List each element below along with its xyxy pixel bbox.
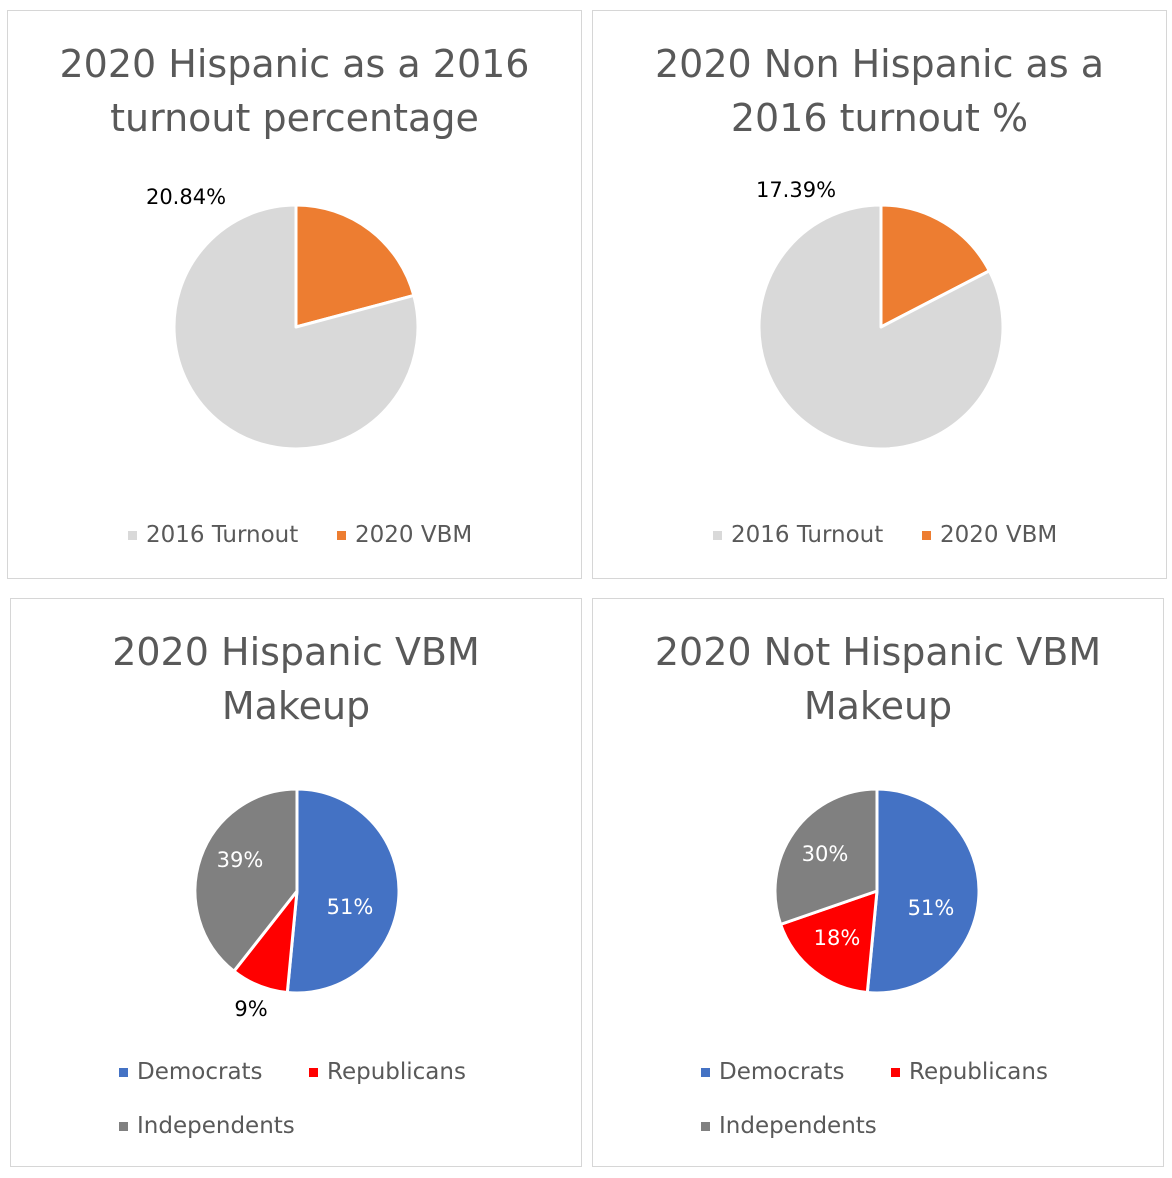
pie-slice-2016-turnout <box>757 203 1005 451</box>
legend-label: Republicans <box>327 1059 466 1085</box>
chart-title-line-2: turnout percentage <box>110 96 479 140</box>
pie-slice-2020-vbm <box>294 203 416 329</box>
pie-slice-independents <box>193 787 299 973</box>
chart-panel-hispanic-turnout: 2020 Hispanic as a 2016 turnout percenta… <box>7 10 582 579</box>
legend-swatch <box>337 530 346 540</box>
legend-label: 2016 Turnout <box>731 522 884 548</box>
legend-swatch <box>891 1067 900 1077</box>
data-label-2020-vbm: 20.84% <box>146 185 226 209</box>
pie-chart-non-hispanic-turnout: 17.39% <box>756 178 1005 451</box>
legend-swatch <box>701 1121 710 1131</box>
chart-title-line-2: Makeup <box>803 684 953 728</box>
legend-swatch <box>713 530 722 540</box>
legend-item-republicans: Republicans <box>309 1059 466 1085</box>
chart-title: 2020 Non Hispanic as a 2016 turnout % <box>593 37 1166 145</box>
legend-label: Independents <box>719 1113 877 1139</box>
chart-title: 2020 Hispanic VBM Makeup <box>11 625 581 733</box>
data-label-independents: 39% <box>217 848 264 872</box>
chart-panel-not-hispanic-vbm-makeup: 2020 Not Hispanic VBM Makeup 51% 18% 30% D… <box>592 598 1164 1167</box>
pie-chart-not-hispanic-vbm-makeup: 51% 18% 30% <box>773 787 981 995</box>
pie-slice-2020-vbm <box>879 203 991 329</box>
data-label-2020-vbm: 17.39% <box>756 178 836 202</box>
chart-panel-hispanic-vbm-makeup: 2020 Hispanic VBM Makeup 51% 9% 39% Democr… <box>10 598 582 1167</box>
data-label-democrats: 51% <box>327 895 374 919</box>
data-label-republicans: 9% <box>234 997 267 1021</box>
chart-title-line-1: 2020 Hispanic VBM <box>112 630 480 674</box>
chart-title-line-1: 2020 Non Hispanic as a <box>654 42 1105 86</box>
legend-label: 2020 VBM <box>940 522 1058 548</box>
data-label-independents: 30% <box>802 842 849 866</box>
legend-swatch <box>922 530 931 540</box>
legend-swatch <box>701 1067 710 1077</box>
pie-slice-democrats <box>285 787 401 995</box>
legend-item-democrats: Democrats <box>119 1059 263 1085</box>
pie-slice-independents <box>773 787 879 926</box>
chart-title: 2020 Not Hispanic VBM Makeup <box>593 625 1163 733</box>
chart-title: 2020 Hispanic as a 2016 turnout percenta… <box>8 37 581 145</box>
chart-title-line-1: 2020 Hispanic as a 2016 <box>59 42 530 86</box>
data-label-democrats: 51% <box>908 896 955 920</box>
legend-item-republicans: Republicans <box>891 1059 1048 1085</box>
legend-label: Democrats <box>137 1059 263 1085</box>
legend-item-democrats: Democrats <box>701 1059 845 1085</box>
pie-slice-democrats <box>865 787 981 995</box>
legend-label: Independents <box>137 1113 295 1139</box>
chart-panel-non-hispanic-turnout: 2020 Non Hispanic as a 2016 turnout % 17… <box>592 10 1167 579</box>
legend-label: Republicans <box>909 1059 1048 1085</box>
data-label-republicans: 18% <box>814 926 861 950</box>
legend-item-independents: Independents <box>119 1113 295 1139</box>
legend-swatch <box>119 1121 128 1131</box>
legend-swatch <box>128 530 137 540</box>
legend-item-2016-turnout: 2016 Turnout <box>128 522 298 548</box>
legend-item-2016-turnout: 2016 Turnout <box>713 522 883 548</box>
legend-label: Democrats <box>719 1059 845 1085</box>
legend-label: 2020 VBM <box>355 522 473 548</box>
pie-slice-2016-turnout <box>172 203 420 451</box>
legend-item-independents: Independents <box>701 1113 877 1139</box>
chart-title-line-2: Makeup <box>221 684 371 728</box>
legend-label: 2016 Turnout <box>146 522 299 548</box>
legend-swatch <box>309 1067 318 1077</box>
legend-swatch <box>119 1067 128 1077</box>
pie-chart-hispanic-turnout: 20.84% <box>146 185 420 451</box>
pie-chart-hispanic-vbm-makeup: 51% 9% 39% <box>193 787 401 1021</box>
chart-title-line-2: 2016 turnout % <box>730 96 1029 140</box>
legend-item-2020-vbm: 2020 VBM <box>922 522 1057 548</box>
legend-item-2020-vbm: 2020 VBM <box>337 522 472 548</box>
chart-title-line-1: 2020 Not Hispanic VBM <box>654 630 1102 674</box>
